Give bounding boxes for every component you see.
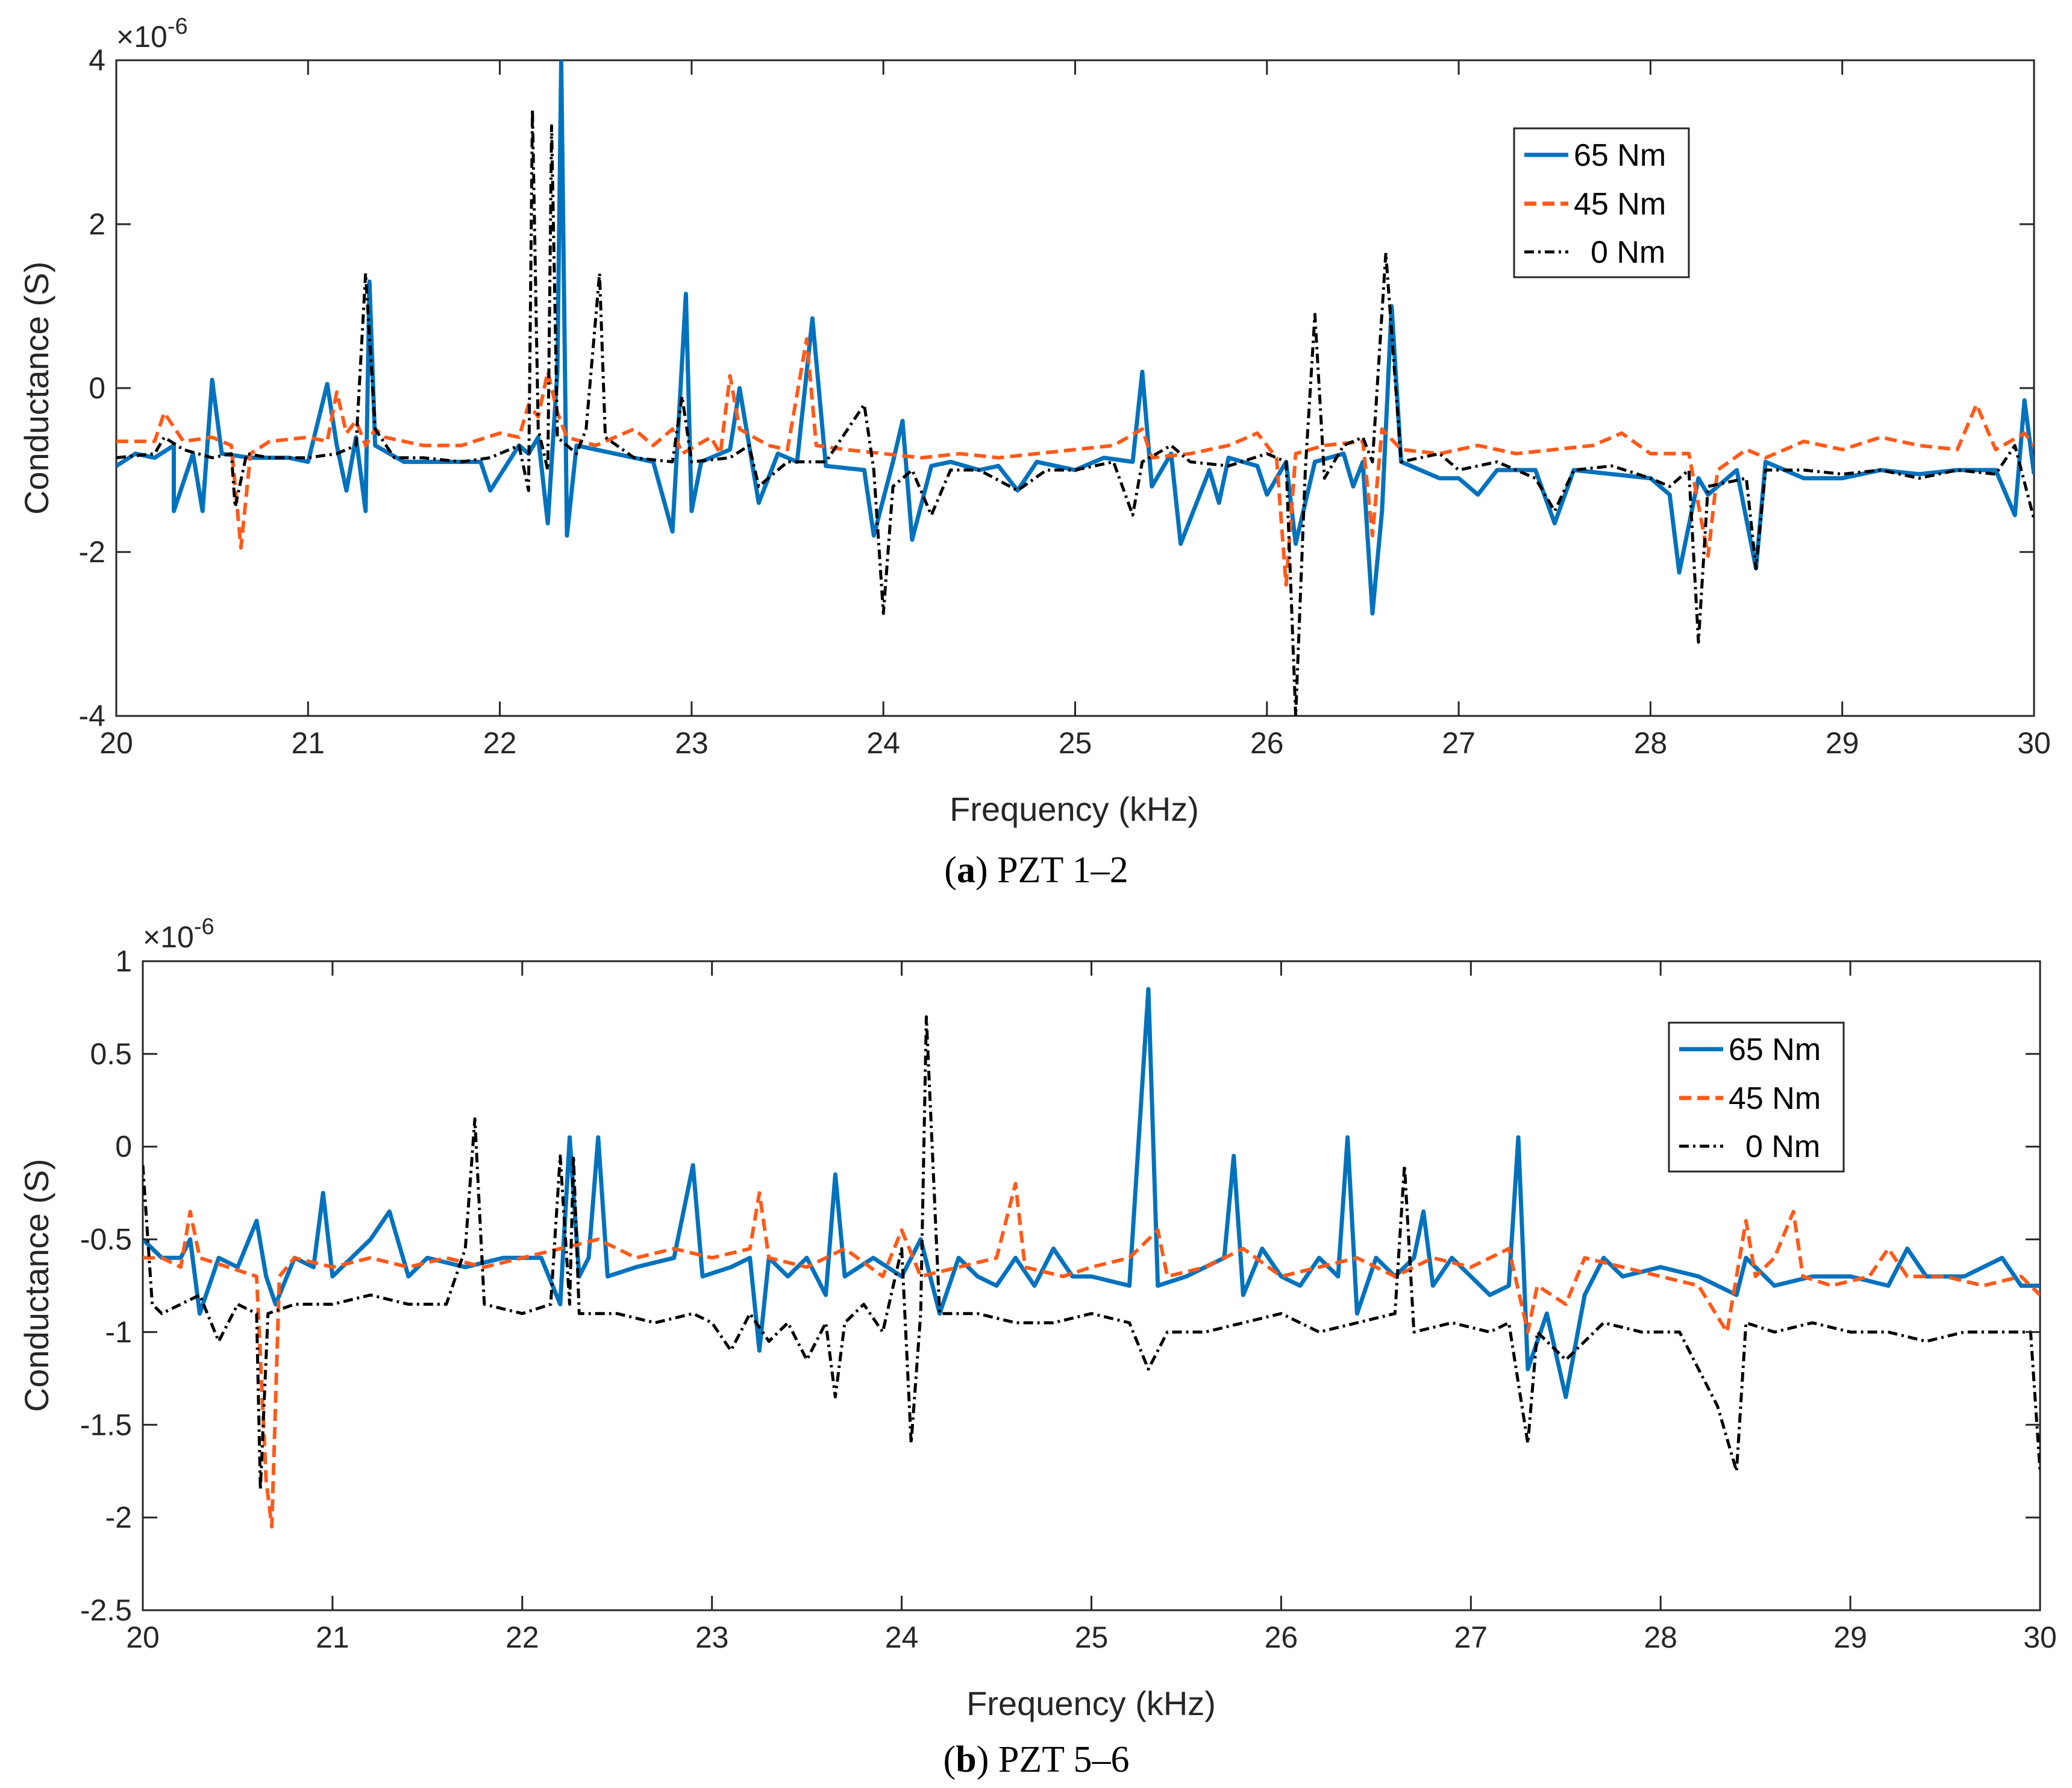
x-tick-label: 26 [1265, 1620, 1298, 1654]
x-tick-label: 30 [2017, 726, 2051, 760]
series-line-65nm-b [143, 987, 2040, 1399]
y-axis-label-a: Conductance (S) [17, 262, 55, 515]
series-line-45nm-a [116, 337, 2034, 587]
y-tick-label: -2.5 [80, 1593, 132, 1627]
legend-label-0nm-a: 0 Nm [1591, 235, 1665, 270]
legend-b: 65 Nm 45 Nm 0 Nm [1668, 1021, 1845, 1173]
legend-label-65nm-a: 65 Nm [1574, 138, 1666, 173]
x-tick-label: 25 [1059, 726, 1092, 760]
x-tick-label: 29 [1833, 1620, 1867, 1654]
x-axis-label-a: Frequency (kHz) [950, 790, 1199, 828]
x-tick-label: 20 [99, 726, 133, 760]
x-tick-label: 21 [291, 726, 325, 760]
legend-a: 65 Nm 45 Nm 0 Nm [1513, 127, 1690, 278]
y-tick-label: 0.5 [90, 1037, 132, 1071]
x-tick-label: 20 [126, 1620, 160, 1654]
chart-panel-b: 20 21 22 23 24 25 26 27 28 29 30 -2.5 -2 -1.5 -1 -0.5 0 0… [17, 914, 2057, 1780]
x-tick-label: 24 [866, 726, 900, 760]
x-tick-label: 23 [675, 726, 709, 760]
legend-label-45nm-b: 45 Nm [1729, 1081, 1821, 1116]
legend-label-65nm-b: 65 Nm [1729, 1032, 1821, 1067]
caption-b: (b) PZT 5–6 [944, 1739, 1130, 1780]
y-tick-label: -1 [105, 1315, 132, 1349]
y-tick-label: -0.5 [80, 1223, 132, 1256]
legend-label-45nm-a: 45 Nm [1574, 187, 1666, 222]
plot-area-a [115, 59, 2035, 717]
legend-label-0nm-b: 0 Nm [1745, 1129, 1820, 1164]
y-tick-label: 1 [115, 944, 132, 978]
x-tick-label: 25 [1075, 1620, 1109, 1654]
y-tick-label: 0 [115, 1130, 132, 1164]
series-line-45nm-b [143, 1182, 2040, 1529]
y-axis-label-b: Conductance (S) [17, 1159, 55, 1412]
x-tick-label: 23 [695, 1620, 729, 1654]
x-axis-label-b: Frequency (kHz) [966, 1684, 1216, 1722]
series-line-0nm-b [143, 1015, 2040, 1492]
exponent-label-a: ×10-6 [116, 14, 188, 54]
y-tick-label: -4 [79, 699, 105, 733]
x-tick-label: 28 [1644, 1620, 1677, 1654]
y-tick-label: 2 [89, 207, 105, 241]
x-tick-label: 29 [1826, 726, 1859, 760]
x-tick-label: 28 [1634, 726, 1668, 760]
x-tick-label: 26 [1250, 726, 1284, 760]
x-tick-label: 21 [316, 1620, 349, 1654]
x-tick-label: 30 [2023, 1620, 2057, 1654]
y-tick-label: 4 [89, 43, 105, 77]
x-tick-label: 27 [1442, 726, 1476, 760]
y-tick-label: -2 [105, 1501, 132, 1534]
x-tick-label: 22 [483, 726, 517, 760]
y-tick-label: -2 [79, 535, 105, 569]
series-line-0nm-a [116, 108, 2034, 716]
x-tick-label: 27 [1454, 1620, 1488, 1654]
caption-a: (a) PZT 1–2 [944, 850, 1128, 891]
y-tick-label: -1.5 [80, 1408, 132, 1441]
series-line-65nm-a [116, 60, 2034, 616]
x-tick-label: 24 [885, 1620, 919, 1654]
x-tick-label: 22 [505, 1620, 539, 1654]
y-tick-label: 0 [89, 371, 105, 405]
